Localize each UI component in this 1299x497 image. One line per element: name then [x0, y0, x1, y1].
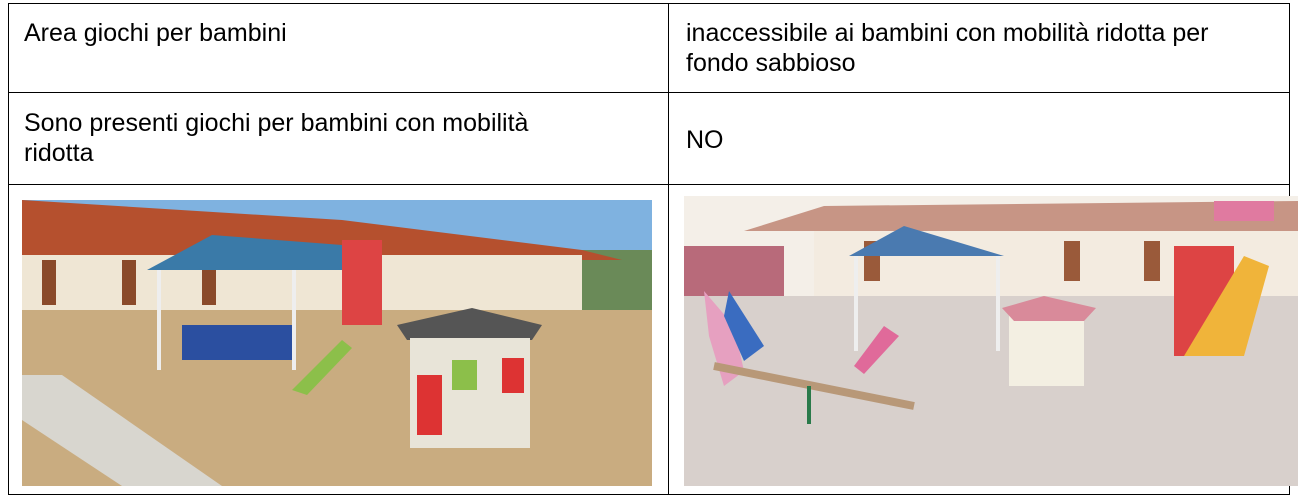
cell-text: inaccessibile ai bambini con mobilità ri… — [686, 19, 1209, 77]
photo-left — [22, 200, 652, 486]
border — [8, 494, 1290, 495]
cell-text: NO — [686, 126, 724, 154]
cell-text: Sono presenti giochi per bambini con mob… — [24, 109, 529, 167]
border — [8, 184, 1290, 185]
photo-right — [684, 196, 1298, 486]
border — [8, 3, 9, 495]
border — [8, 92, 1290, 93]
border — [8, 3, 1290, 4]
cell-text: Area giochi per bambini — [24, 19, 287, 47]
border — [668, 3, 669, 495]
